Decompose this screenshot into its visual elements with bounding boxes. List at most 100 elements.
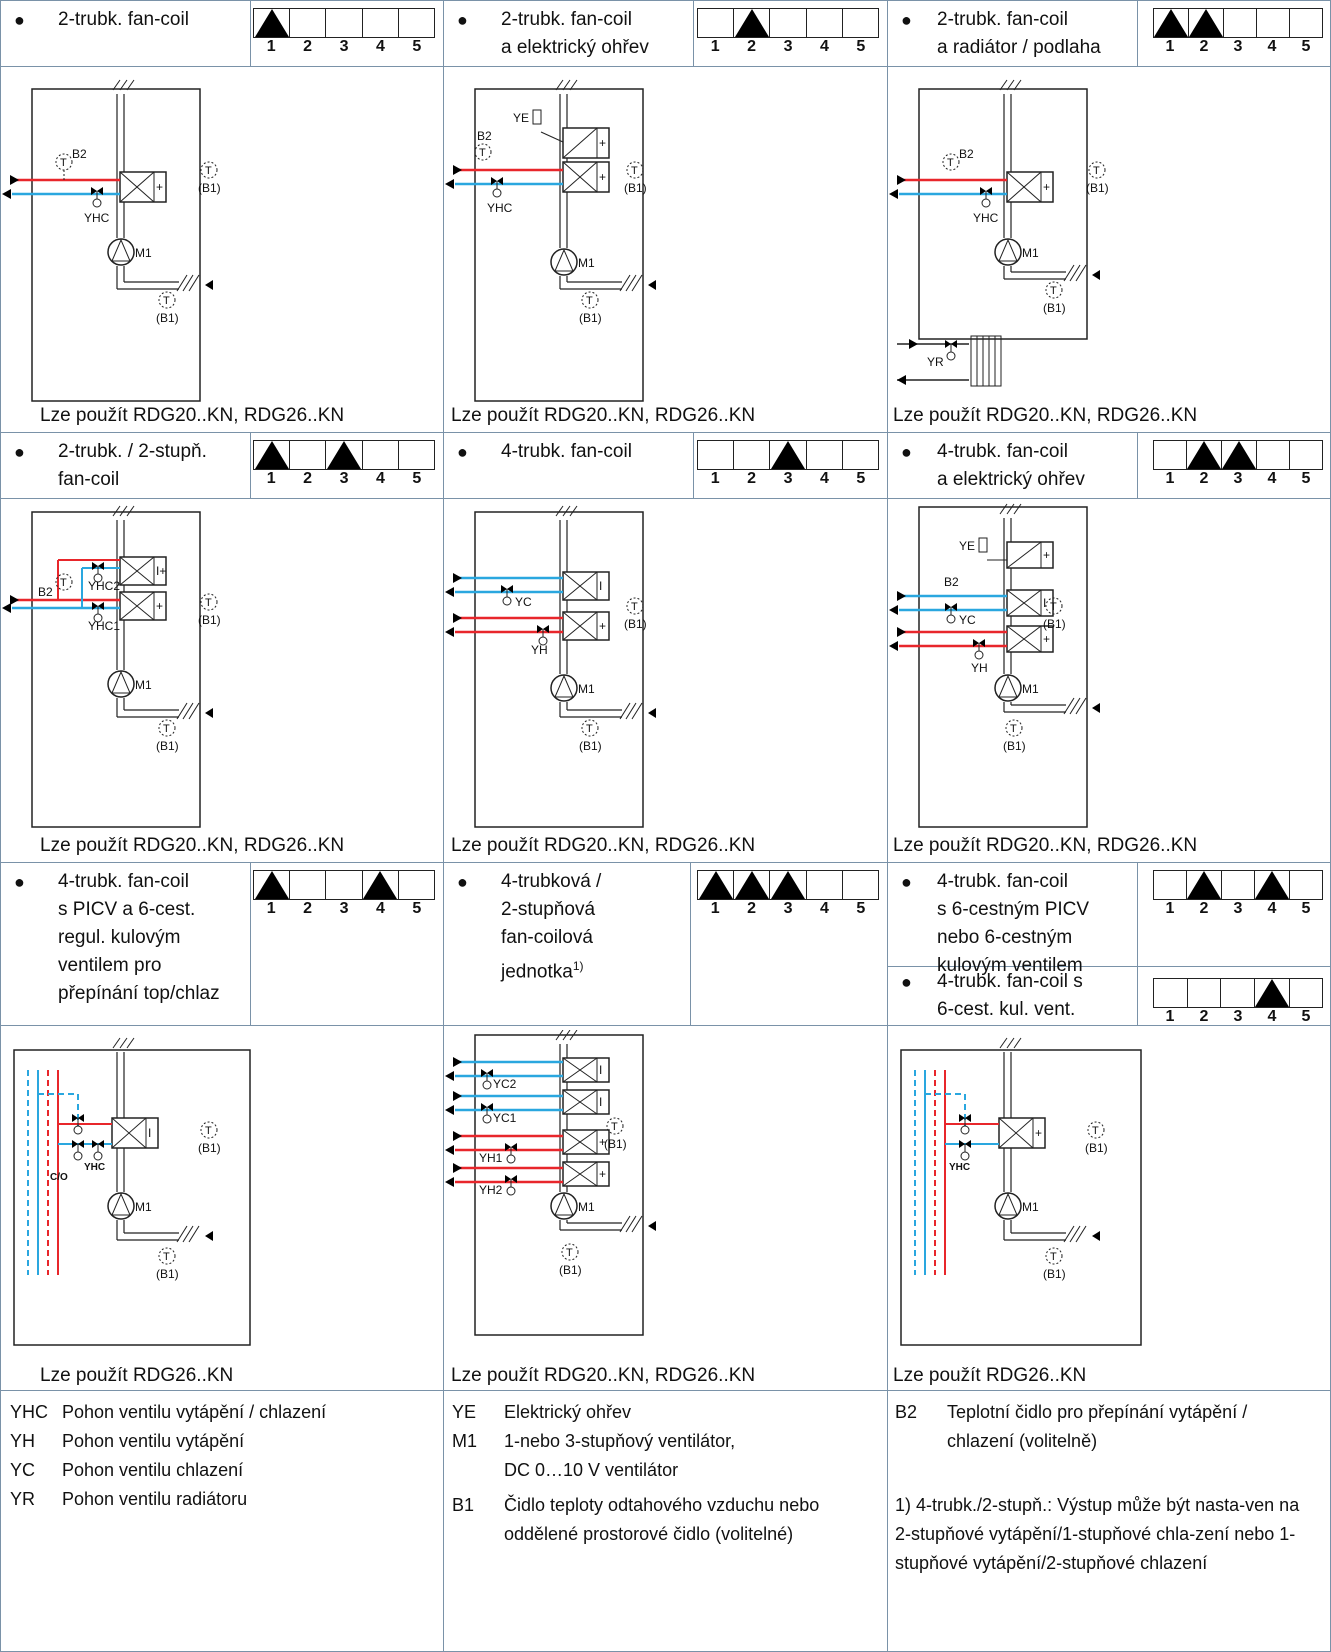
mode-number: 4 bbox=[375, 470, 385, 487]
mode-number: 5 bbox=[1301, 38, 1311, 55]
sensor-b1-label: (B1) bbox=[156, 311, 179, 325]
config-header-r1c3: ● 2-trubk. fan-coil a radiátor / podlaha… bbox=[887, 0, 1331, 66]
valve-icon bbox=[72, 1114, 78, 1122]
heat-exchanger-diagonal bbox=[1006, 171, 1042, 203]
schematic-svg: + I + M1 YE B2 YC YH T (B1) T (B1) bbox=[889, 503, 1100, 828]
config-header-r3c2: ● 4-trubková / 2-stupňová fan-coilová je… bbox=[443, 862, 887, 1025]
diagram-4pipe-picv-6way: I M1 YHC C/O T (B1) T (B1) bbox=[2, 1030, 442, 1360]
coil-sign: + bbox=[599, 170, 606, 184]
inlet-arrow-icon bbox=[453, 573, 462, 583]
coil-sign: + bbox=[599, 1135, 606, 1149]
mode-number: 5 bbox=[412, 470, 422, 487]
diagram-2pipe-radiator: + M1 T B2 YHC T (B1) T (B1) YR bbox=[889, 74, 1329, 404]
fan-blade-icon bbox=[554, 1192, 574, 1216]
inlet-arrow-icon bbox=[909, 339, 918, 349]
outlet-arrow-icon bbox=[889, 641, 898, 651]
temperature-sensor-icon bbox=[1045, 281, 1063, 299]
mode-slot-1 bbox=[254, 9, 291, 37]
valve-icon bbox=[979, 639, 985, 647]
duct-break bbox=[1069, 1225, 1081, 1243]
duct-break bbox=[569, 79, 578, 91]
mode-number: 5 bbox=[412, 900, 422, 917]
mode-slot-1 bbox=[254, 871, 291, 899]
heat-exchanger-diagonal bbox=[119, 591, 155, 621]
mode-number: 3 bbox=[1233, 38, 1243, 55]
sensor-t-label: T bbox=[1092, 1125, 1099, 1137]
valve-icon bbox=[491, 177, 497, 185]
valve-icon bbox=[986, 187, 992, 195]
mode-number: 2 bbox=[1199, 38, 1209, 55]
coil-sign: + bbox=[156, 180, 163, 194]
config-title: 4-trubk. fan-coil s 6-cestným PICV nebo … bbox=[937, 871, 1090, 976]
duct-break bbox=[1006, 503, 1015, 515]
mode-slot-2 bbox=[1189, 9, 1224, 37]
valve-icon bbox=[965, 1114, 971, 1122]
heat-exchanger-icon bbox=[119, 171, 167, 203]
duct-break bbox=[1069, 264, 1081, 282]
valve-icon bbox=[505, 1175, 511, 1183]
electric-heater-icon bbox=[1006, 541, 1054, 569]
sensor-t-label: T bbox=[205, 1125, 212, 1137]
mode-slot-3 bbox=[326, 441, 363, 469]
valve-icon bbox=[511, 1175, 517, 1183]
sensor-b2-label: B2 bbox=[72, 147, 87, 161]
valve-icon bbox=[501, 585, 507, 593]
sensor-b1-label: (B1) bbox=[1043, 301, 1066, 315]
mode-number: 4 bbox=[1267, 1008, 1277, 1025]
mode-slot-5 bbox=[399, 9, 434, 37]
valve-actuator-icon bbox=[946, 614, 956, 624]
config-header-r3c3b: ● 4-trubk. fan-coil s 6-cest. kul. vent.… bbox=[887, 966, 1331, 1025]
heat-exchanger-icon bbox=[998, 1117, 1046, 1149]
legend-col3: B2 Teplotní čidlo pro přepínání vytápění … bbox=[895, 1398, 1317, 1456]
heater-contact-icon bbox=[532, 109, 542, 125]
mode-slot-1 bbox=[698, 871, 735, 899]
mode-active-triangle-icon bbox=[363, 871, 398, 899]
usage-note: Lze použít RDG20..KN, RDG26..KN bbox=[451, 835, 756, 856]
diagram-4pipe-fancoil: I + M1 YC YH T (B1) T (B1) bbox=[445, 502, 885, 832]
fan-blade-icon bbox=[554, 248, 574, 272]
legend-item: YE Elektrický ohřev bbox=[452, 1398, 819, 1427]
inlet-arrow-icon bbox=[10, 595, 19, 605]
inlet-arrow-icon bbox=[453, 165, 462, 175]
legend-col2: YE Elektrický ohřev M1 1-nebo 3-stupňový v… bbox=[452, 1398, 819, 1549]
mode-indicator: 1 2 3 4 5 bbox=[253, 440, 435, 487]
valve-label: YHC bbox=[84, 211, 110, 225]
radiator-icon bbox=[970, 335, 1002, 387]
duct-break bbox=[569, 505, 578, 517]
mode-indicator: 1 2 3 4 5 bbox=[697, 8, 879, 55]
schematic-svg: I I + + M1 YC2 YC1 YH1 YH2 T (B1) T (B1) bbox=[445, 1029, 656, 1336]
legend-item: YH Pohon ventilu vytápění bbox=[10, 1427, 326, 1456]
mode-active-triangle-icon bbox=[1189, 9, 1223, 37]
valve-icon bbox=[78, 1140, 84, 1148]
inlet-arrow-icon bbox=[453, 1163, 462, 1173]
valve-actuator-icon bbox=[960, 1125, 970, 1135]
unit-frame bbox=[474, 511, 644, 828]
mode-slot-4 bbox=[807, 9, 843, 37]
airflow-arrow-icon bbox=[205, 280, 213, 290]
mode-number: 1 bbox=[710, 470, 720, 487]
valve-actuator-icon bbox=[482, 1114, 492, 1124]
legend-code bbox=[452, 1520, 504, 1549]
heat-exchanger-diagonal bbox=[998, 1117, 1034, 1149]
airflow-arrow-icon bbox=[648, 708, 656, 718]
usage-note: Lze použít RDG20..KN, RDG26..KN bbox=[893, 405, 1198, 426]
coil-sign: I bbox=[148, 1126, 151, 1140]
duct-break bbox=[176, 1225, 188, 1243]
diagram-4pipe-electric-heater: + I + M1 YE B2 YC YH T (B1) T (B1) bbox=[889, 502, 1329, 832]
fan-blade-icon bbox=[998, 238, 1018, 262]
duct-break bbox=[1063, 697, 1075, 715]
duct-break bbox=[619, 274, 631, 292]
cooling-coil-icon bbox=[1006, 589, 1054, 617]
valve-label: YH bbox=[971, 661, 988, 675]
mode-number: 5 bbox=[412, 38, 422, 55]
cooling-coil-icon bbox=[562, 571, 610, 601]
duct-break bbox=[569, 1029, 578, 1041]
heat-exchanger-icon bbox=[562, 161, 610, 193]
duct-break bbox=[619, 1215, 631, 1233]
mode-active-triangle-icon bbox=[1154, 9, 1188, 37]
valve-label: YC bbox=[515, 595, 532, 609]
valve-label: YR bbox=[927, 355, 944, 369]
usage-note: Lze použít RDG26..KN bbox=[893, 1365, 1087, 1386]
temperature-sensor-icon bbox=[606, 1117, 624, 1135]
heater-contact-icon bbox=[978, 537, 988, 553]
